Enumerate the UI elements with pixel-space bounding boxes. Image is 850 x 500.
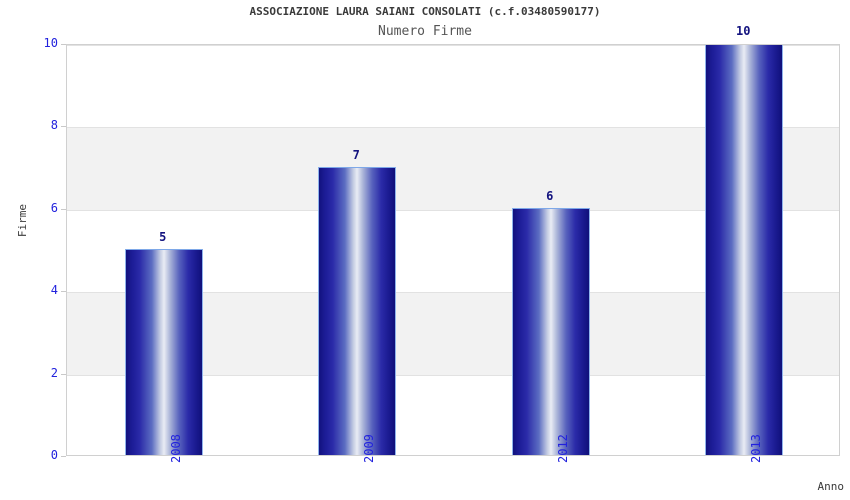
x-axis-title: Anno bbox=[817, 480, 845, 493]
y-tick-mark bbox=[61, 44, 66, 45]
y-tick-label: 10 bbox=[43, 36, 58, 50]
y-tick-label: 2 bbox=[50, 365, 58, 380]
x-tick-label: 2008 bbox=[168, 434, 183, 463]
y-tick-label: 0 bbox=[50, 448, 58, 462]
bar[interactable] bbox=[511, 207, 590, 455]
plot-area bbox=[66, 44, 840, 456]
chart-title: ASSOCIAZIONE LAURA SAIANI CONSOLATI (c.f… bbox=[249, 5, 601, 18]
x-tick-label: 2013 bbox=[749, 434, 764, 463]
bar[interactable] bbox=[705, 45, 784, 455]
gridline bbox=[67, 127, 839, 129]
bar-value-label: 10 bbox=[736, 24, 751, 38]
gridline bbox=[67, 209, 839, 211]
bar[interactable] bbox=[318, 166, 397, 455]
gridline bbox=[67, 374, 839, 376]
bar-value-label: 5 bbox=[159, 230, 167, 244]
y-tick-mark bbox=[61, 208, 66, 210]
x-tick-label: 2009 bbox=[362, 434, 377, 463]
y-tick-mark bbox=[61, 373, 66, 375]
y-tick-mark bbox=[61, 126, 66, 128]
bar-value-label: 7 bbox=[352, 147, 360, 162]
chart-subtitle: Numero Firme bbox=[378, 24, 472, 39]
y-tick-mark bbox=[61, 456, 66, 457]
y-tick-label: 6 bbox=[50, 200, 58, 215]
y-tick-label: 8 bbox=[50, 118, 58, 133]
gridline bbox=[67, 45, 839, 46]
y-tick-mark bbox=[61, 291, 66, 293]
bar[interactable] bbox=[124, 249, 203, 455]
y-tick-label: 4 bbox=[50, 283, 58, 298]
x-tick-label: 2012 bbox=[555, 434, 570, 463]
gridline bbox=[67, 292, 839, 294]
bar-value-label: 6 bbox=[546, 188, 554, 203]
